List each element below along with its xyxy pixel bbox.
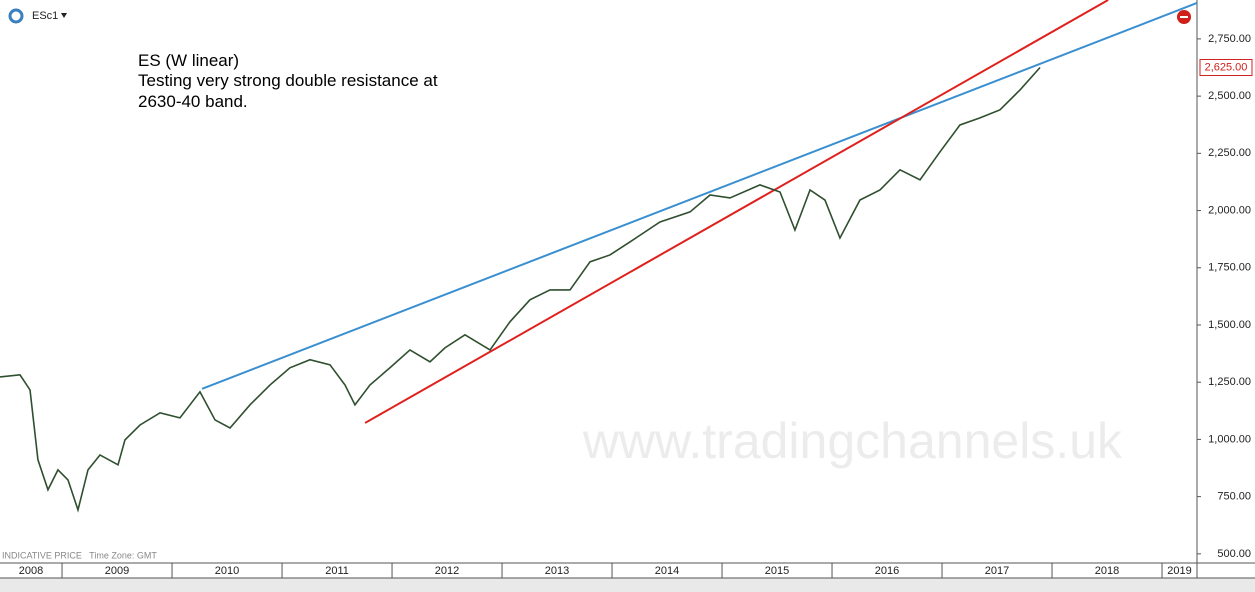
annotation: Testing very strong double resistance at: [138, 71, 438, 90]
annotation: 2630-40 band.: [138, 92, 248, 111]
dropdown-arrow[interactable]: [61, 13, 67, 18]
x-tick-label: 2011: [325, 565, 349, 577]
x-tick-label: 2016: [875, 565, 899, 577]
y-tick-label: 1,500.00: [1208, 319, 1251, 331]
x-tick-label: 2019: [1167, 565, 1191, 577]
symbol[interactable]: ESc1: [32, 10, 58, 22]
y-tick-label: 1,750.00: [1208, 262, 1251, 274]
bottom-bar: [0, 578, 1255, 592]
x-tick-label: 2015: [765, 565, 789, 577]
x-tick-label: 2013: [545, 565, 569, 577]
close-icon: [1180, 16, 1188, 18]
plot: [0, 0, 1197, 513]
x-tick-label: 2018: [1095, 565, 1119, 577]
x-tick-label: 2010: [215, 565, 239, 577]
y-tick-label: 750.00: [1217, 491, 1251, 503]
y-tick-label: 2,500.00: [1208, 90, 1251, 102]
y-tick-label: 2,000.00: [1208, 204, 1251, 216]
x-tick-label: 2008: [19, 565, 43, 577]
x-tick-label: 2009: [105, 565, 129, 577]
trendline: [364, 0, 1109, 424]
y-tick-label: 1,000.00: [1208, 433, 1251, 445]
x-tick-label: 2014: [655, 565, 679, 577]
last-price-label: 2,625.00: [1205, 61, 1248, 73]
x-tick-label: 2012: [435, 565, 459, 577]
y-tick-label: 500.00: [1217, 548, 1251, 560]
y-tick-label: 2,750.00: [1208, 33, 1251, 45]
logo: [8, 8, 24, 24]
watermark: www.tradingchannels.uk: [582, 413, 1123, 469]
y-tick-label: 2,250.00: [1208, 147, 1251, 159]
last-price-box: [1199, 59, 1253, 77]
trendline: [201, 2, 1197, 390]
y-tick-label: 1,250.00: [1208, 376, 1251, 388]
price-line: [0, 66, 1041, 513]
x-tick-label: 2017: [985, 565, 1009, 577]
footer-note: INDICATIVE PRICE Time Zone: GMT: [2, 550, 157, 560]
annotation: ES (W linear): [138, 51, 239, 70]
